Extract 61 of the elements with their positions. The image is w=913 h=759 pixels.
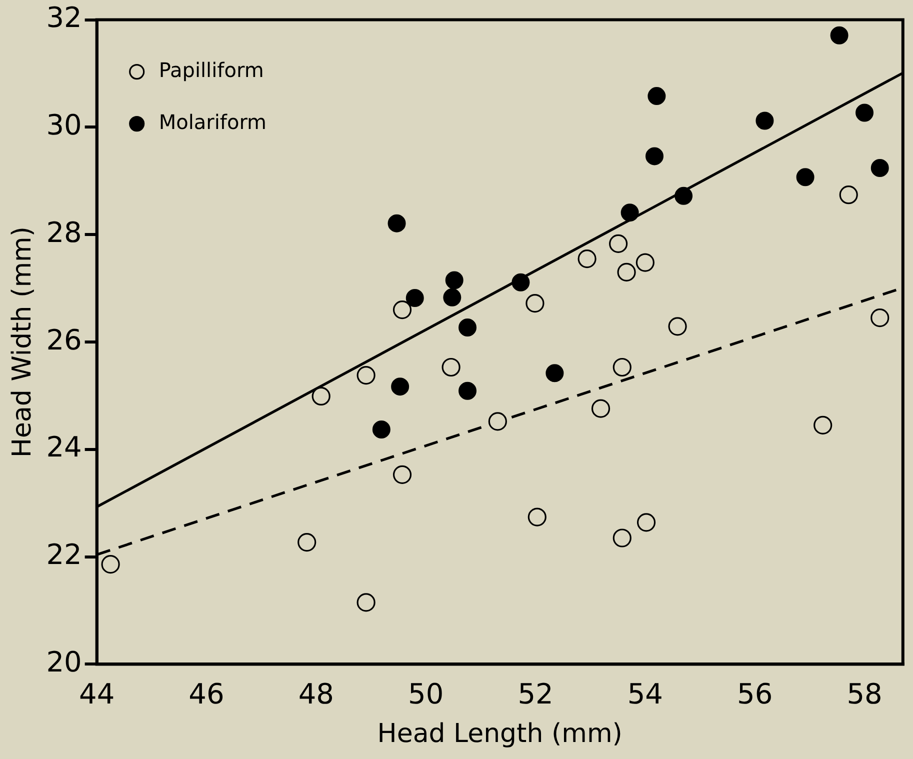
point [646, 147, 664, 166]
point [392, 300, 412, 320]
x-tick-label: 44 [79, 677, 115, 710]
point [526, 294, 544, 313]
point [648, 87, 666, 106]
point [674, 186, 693, 205]
point [591, 399, 610, 418]
point [391, 378, 410, 396]
y-tick-label: 24 [46, 430, 82, 464]
point [612, 528, 632, 548]
point [636, 253, 654, 272]
point [458, 382, 477, 400]
point [458, 318, 477, 336]
x-axis-title: Head Length (mm) [377, 719, 622, 750]
point [870, 308, 890, 328]
point [512, 273, 530, 292]
point [312, 386, 330, 406]
y-tick-label: 26 [46, 323, 82, 356]
point [856, 104, 874, 122]
y-tick-label: 30 [46, 108, 82, 142]
point [839, 186, 858, 204]
point [488, 412, 507, 431]
legend-label: Papilliform [158, 58, 264, 82]
point [756, 112, 774, 130]
point [356, 366, 376, 385]
x-tick-label: 46 [188, 677, 224, 710]
x-tick-label: 50 [408, 677, 444, 710]
point [814, 416, 832, 435]
point [356, 593, 376, 612]
point [298, 533, 316, 552]
y-tick-label: 20 [46, 645, 82, 678]
y-axis-title: Head Width (mm) [7, 226, 38, 458]
x-tick-label: 58 [846, 677, 882, 710]
point [796, 168, 814, 186]
point [636, 513, 656, 532]
y-tick-label: 22 [46, 538, 82, 572]
point [870, 159, 889, 178]
point [546, 364, 564, 382]
point [445, 271, 464, 290]
x-tick-label: 52 [518, 677, 554, 710]
x-tick-label: 54 [627, 677, 663, 710]
point [620, 204, 639, 222]
point [612, 358, 632, 377]
point [101, 555, 120, 574]
point [372, 420, 390, 439]
point [830, 26, 848, 44]
legend-label: Molariform [158, 110, 267, 134]
x-tick-label: 48 [298, 677, 334, 710]
point [442, 358, 460, 377]
point [578, 249, 596, 268]
point [528, 508, 546, 526]
point [668, 317, 687, 336]
point [392, 465, 412, 484]
point [609, 234, 628, 254]
point [443, 288, 462, 306]
point [617, 262, 636, 282]
y-tick-label: 28 [46, 216, 82, 249]
point [406, 288, 424, 307]
x-tick-label: 56 [737, 677, 773, 710]
y-tick-label: 32 [46, 1, 82, 34]
point [388, 214, 406, 232]
